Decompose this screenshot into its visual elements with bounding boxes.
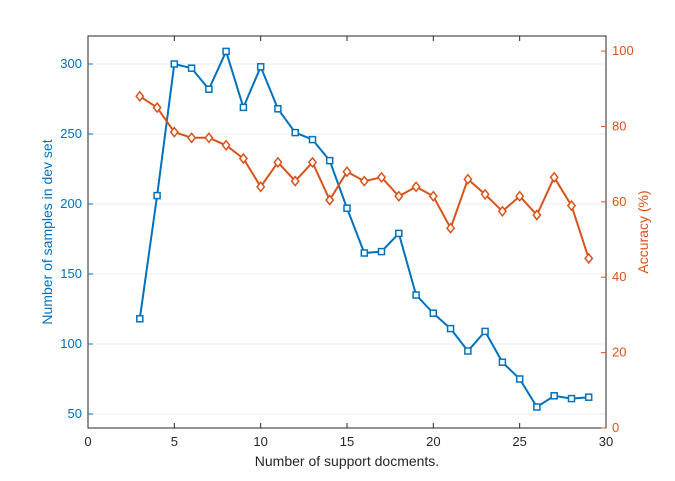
y-axis-right-label: Accuracy (%)	[635, 190, 651, 273]
data-point-diamond	[152, 101, 162, 114]
data-point-square	[584, 393, 593, 401]
y-left-tick-label: 300	[60, 56, 82, 71]
data-point-diamond	[446, 222, 456, 234]
x-tick-label: 5	[171, 434, 178, 449]
data-point-square	[377, 247, 386, 256]
data-point-square	[187, 64, 196, 72]
data-point-diamond	[549, 171, 559, 184]
data-point-square	[464, 347, 472, 355]
y-left-tick-label: 50	[68, 406, 82, 421]
data-point-diamond	[463, 173, 473, 185]
data-point-diamond	[394, 190, 404, 202]
data-point-square	[136, 315, 144, 323]
data-point-diamond	[204, 132, 214, 144]
data-point-square	[395, 229, 403, 238]
x-tick-label: 25	[512, 434, 526, 449]
data-point-square	[412, 291, 420, 299]
data-point-diamond	[566, 199, 577, 212]
y-left-tick-label: 250	[60, 126, 82, 141]
y-left-tick-label: 100	[60, 336, 82, 351]
data-point-square	[481, 327, 489, 336]
data-point-diamond	[256, 181, 266, 193]
data-point-diamond	[532, 209, 542, 221]
x-tick-label: 15	[340, 434, 354, 449]
data-point-square	[429, 309, 438, 317]
data-point-square	[274, 105, 282, 113]
data-point-diamond	[238, 152, 248, 165]
data-point-square	[256, 63, 265, 71]
data-point-diamond	[584, 252, 594, 265]
data-point-diamond	[515, 190, 525, 202]
data-point-diamond	[359, 175, 369, 187]
data-point-square	[515, 375, 524, 383]
data-point-diamond	[221, 139, 231, 152]
data-point-diamond	[187, 132, 197, 144]
data-point-square	[308, 135, 317, 144]
data-point-square	[170, 60, 179, 68]
plot-area-frame	[87, 35, 607, 429]
data-point-square	[343, 204, 351, 212]
data-point-diamond	[480, 188, 490, 201]
data-point-diamond	[376, 171, 387, 184]
x-tick-label: 30	[599, 434, 613, 449]
data-point-diamond	[290, 175, 300, 187]
data-point-square	[205, 85, 213, 93]
data-point-square	[567, 394, 576, 403]
series-line-left	[138, 50, 589, 408]
x-tick-label: 20	[426, 434, 440, 449]
data-point-square	[446, 324, 455, 333]
data-point-diamond	[325, 194, 335, 206]
data-point-square	[533, 403, 541, 411]
series-layer	[135, 47, 594, 411]
x-tick-label: 0	[84, 434, 91, 449]
y-right-tick-label: 40	[612, 269, 626, 284]
data-point-diamond	[273, 156, 283, 169]
data-point-square	[550, 392, 558, 400]
data-point-diamond	[497, 205, 507, 218]
data-point-square	[222, 47, 230, 56]
data-point-square	[498, 358, 507, 366]
x-tick-label: 10	[253, 434, 267, 449]
data-point-square	[291, 128, 299, 137]
y-right-tick-label: 60	[612, 194, 626, 209]
y-axis-left-label: Number of samples in dev set	[39, 139, 55, 324]
data-point-diamond	[411, 181, 421, 193]
y-left-tick-label: 150	[60, 266, 82, 281]
grid-lines	[88, 63, 606, 415]
y-left-tick-label: 200	[60, 196, 82, 211]
y-right-tick-label: 20	[612, 345, 626, 360]
data-point-diamond	[135, 90, 145, 103]
data-point-square	[325, 156, 334, 165]
y-right-tick-label: 0	[612, 420, 619, 435]
y-right-tick-label: 80	[612, 118, 626, 133]
x-axis-label: Number of support docments.	[255, 453, 439, 469]
axis-ticks: 0 5 10 15 20 25 30 50 100 150 200 250 300 0 20 40 60 80 10…	[60, 36, 634, 449]
data-point-diamond	[169, 126, 179, 138]
data-point-square	[153, 191, 161, 200]
data-point-diamond	[307, 156, 318, 169]
data-point-square	[239, 103, 248, 112]
data-point-square	[360, 249, 369, 257]
y-right-tick-label: 100	[612, 43, 634, 58]
data-point-diamond	[342, 165, 352, 178]
data-point-diamond	[428, 190, 438, 202]
